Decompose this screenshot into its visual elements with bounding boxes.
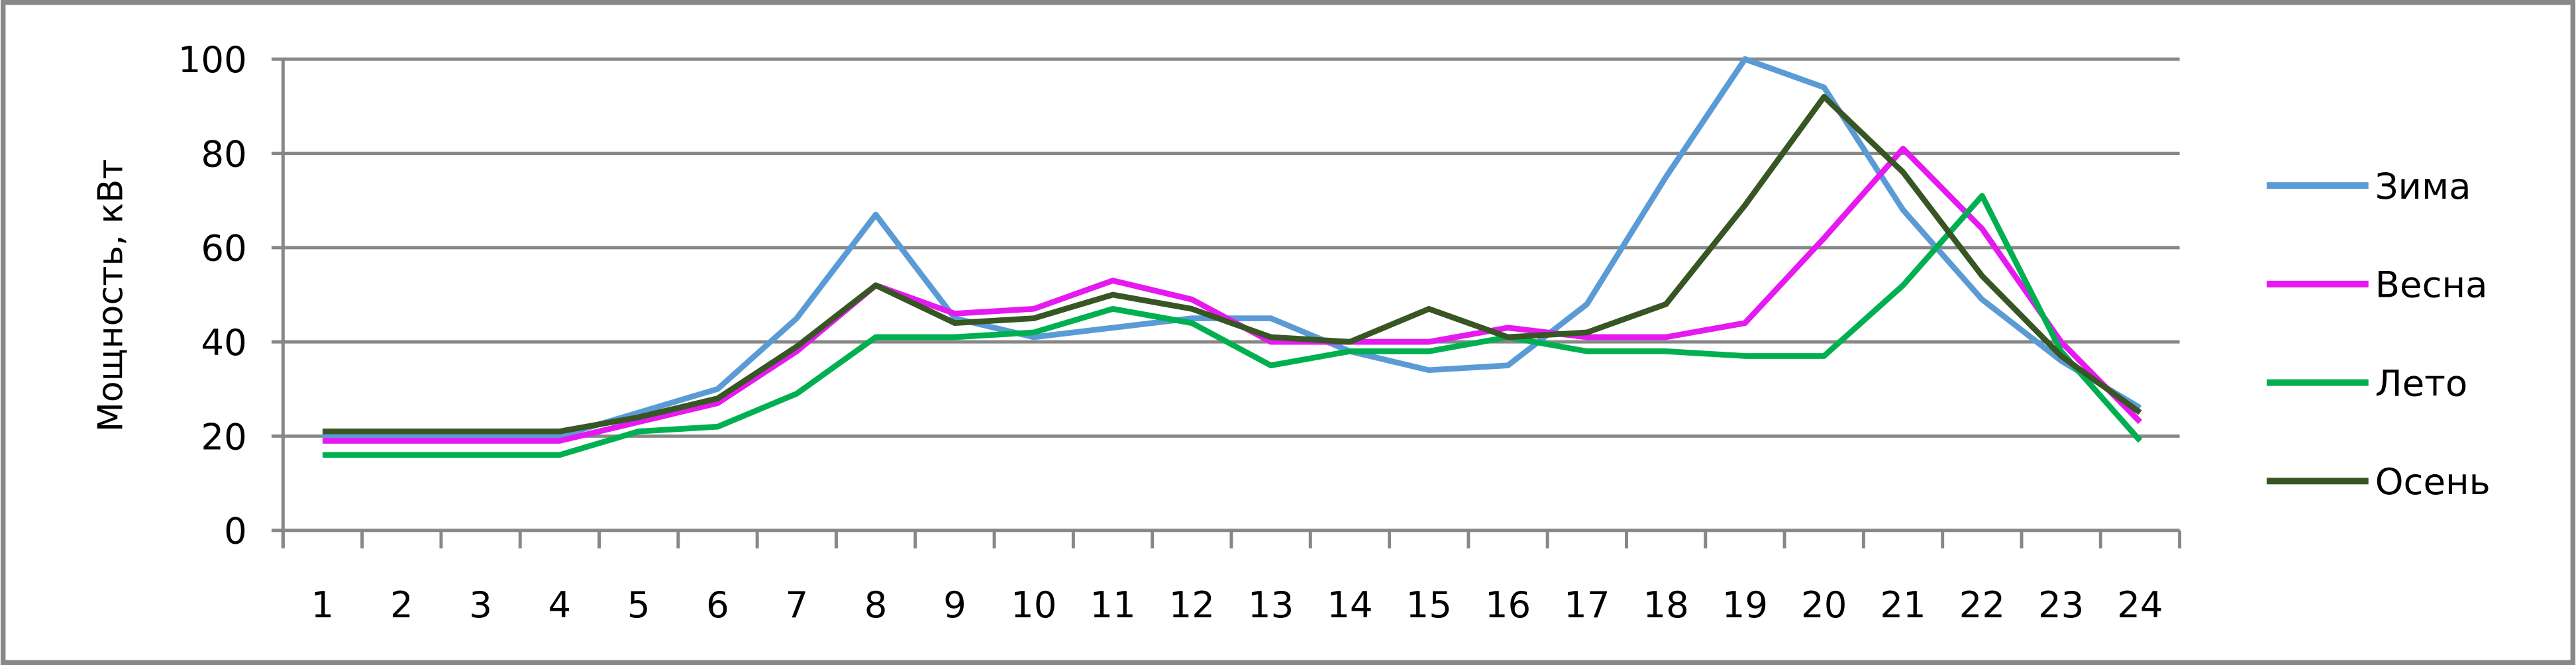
x-tick-label: 5 [627,584,650,626]
series-line-4 [322,93,2142,435]
x-tick-label: 10 [1011,584,1056,626]
series-line-3 [322,193,2143,458]
x-tick-label: 17 [1564,584,1610,626]
y-axis-label: Мощность, кВт [91,159,130,432]
y-tick-label: 20 [201,415,246,458]
x-tick-label: 7 [785,584,808,626]
x-tick-label: 9 [943,584,966,626]
x-tick-label: 12 [1169,584,1215,626]
legend-label: Лето [2375,362,2468,404]
y-tick-label: 100 [178,38,247,81]
y-tick-label: 60 [201,227,246,270]
x-tick-label: 4 [548,584,572,626]
x-tick-label: 16 [1485,584,1531,626]
x-tick-label: 21 [1880,584,1926,626]
y-tick-label: 0 [224,510,247,552]
legend-label: Зима [2375,165,2471,207]
x-tick-label: 19 [1722,584,1768,626]
y-tick-label: 80 [201,132,246,175]
x-tick-label: 6 [706,584,729,626]
x-tick-label: 22 [1959,584,2005,626]
legend-label: Осень [2375,460,2491,503]
x-tick-label: 14 [1327,584,1372,626]
x-tick-label: 13 [1248,584,1294,626]
x-tick-label: 3 [469,584,492,626]
x-tick-label: 11 [1090,584,1135,626]
y-tick-label: 40 [201,321,246,364]
x-tick-label: 8 [864,584,888,626]
x-tick-label: 18 [1643,584,1688,626]
x-tick-label: 23 [2038,584,2084,626]
x-tick-label: 2 [390,584,413,626]
x-tick-label: 1 [311,584,335,626]
x-tick-label: 24 [2117,584,2163,626]
legend-label: Весна [2375,264,2488,306]
x-tick-label: 15 [1406,584,1452,626]
x-tick-label: 20 [1801,584,1847,626]
